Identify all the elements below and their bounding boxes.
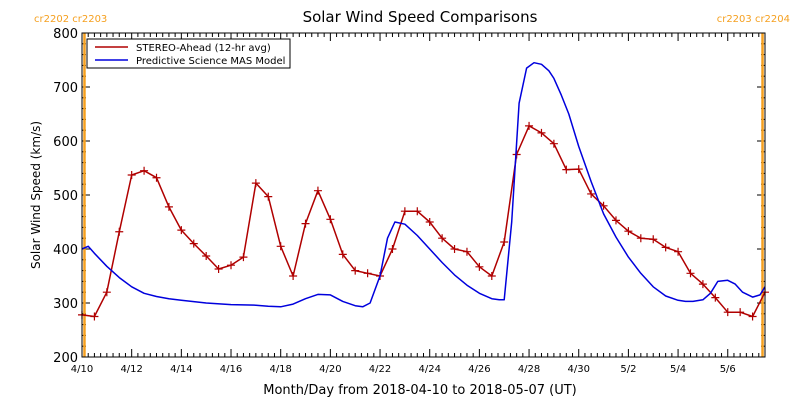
stereo-ahead-point	[251, 179, 260, 188]
stereo-ahead-point	[177, 226, 186, 235]
x-tick-label: 5/4	[670, 364, 686, 375]
carrington-right-label: cr2203 cr2204	[717, 14, 790, 25]
stereo-ahead-point	[264, 192, 273, 201]
stereo-ahead-point	[289, 272, 298, 280]
y-tick-label: 300	[53, 297, 78, 312]
plot-frame	[81, 32, 766, 358]
legend: STEREO-Ahead (12-hr avg) Predictive Scie…	[86, 38, 291, 69]
y-tick-label: 200	[53, 351, 78, 366]
carrington-left-label: cr2202 cr2203	[34, 14, 107, 25]
mas-model-line	[81, 61, 766, 308]
stereo-ahead-point	[400, 207, 409, 216]
stereo-ahead-point	[202, 252, 211, 261]
stereo-ahead-point	[611, 216, 620, 225]
stereo-ahead-point	[90, 312, 99, 321]
stereo-ahead-point	[674, 247, 683, 256]
stereo-ahead-point	[313, 186, 322, 195]
x-tick-label: 4/28	[518, 364, 540, 375]
stereo-ahead-point	[351, 266, 360, 275]
stereo-ahead-point	[301, 219, 310, 228]
stereo-ahead-line	[81, 125, 766, 318]
stereo-ahead-point	[587, 189, 596, 198]
x-tick-label: 4/22	[369, 364, 391, 375]
stereo-ahead-point	[152, 173, 161, 182]
stereo-ahead-point	[748, 312, 757, 321]
stereo-ahead-point	[711, 293, 720, 302]
stereo-ahead-point	[649, 235, 658, 244]
x-tick-label: 4/24	[418, 364, 440, 375]
x-tick-label: 4/16	[220, 364, 242, 375]
stereo-ahead-point	[686, 269, 695, 278]
stereo-ahead-point	[487, 272, 496, 280]
x-tick-label: 5/6	[720, 364, 736, 375]
x-tick-label: 4/26	[468, 364, 490, 375]
stereo-ahead-point	[425, 218, 434, 226]
y-axis-label: Solar Wind Speed (km/s)	[29, 121, 43, 269]
x-tick-label: 4/30	[567, 364, 589, 375]
stereo-ahead-point	[562, 165, 571, 174]
stereo-ahead-point	[363, 269, 372, 278]
legend-box	[86, 38, 291, 69]
stereo-ahead-point	[636, 234, 645, 243]
y-tick-label: 800	[53, 27, 78, 42]
stereo-ahead-point	[189, 239, 198, 248]
x-tick-label: 4/20	[319, 364, 341, 375]
stereo-ahead-point	[624, 227, 633, 236]
stereo-ahead-point	[450, 245, 459, 253]
stereo-ahead-point	[723, 308, 732, 317]
stereo-ahead-point	[475, 262, 484, 271]
x-tick-label: 4/18	[269, 364, 291, 375]
stereo-ahead-point	[736, 308, 745, 317]
stereo-ahead-point	[102, 288, 111, 297]
stereo-ahead-point	[127, 171, 136, 180]
stereo-ahead-point	[140, 166, 149, 175]
stereo-ahead-point	[462, 247, 471, 256]
stereo-ahead-point	[500, 237, 509, 246]
x-tick-label: 4/10	[71, 364, 93, 375]
stereo-ahead-point	[549, 139, 558, 148]
stereo-ahead-point	[214, 264, 223, 273]
y-tick-label: 600	[53, 135, 78, 150]
x-tick-label: 5/2	[620, 364, 636, 375]
stereo-ahead-point	[164, 202, 173, 211]
x-tick-label: 4/14	[170, 364, 192, 375]
x-tick-label: 4/12	[120, 364, 142, 375]
plot-area: 200 300 400 500 600 700 800 4/10 4/12 4/14 4/16 4/1…	[53, 27, 769, 375]
legend-label-mas: Predictive Science MAS Model	[136, 56, 285, 67]
stereo-ahead-point	[338, 250, 347, 259]
stereo-ahead-point	[276, 242, 285, 251]
stereo-ahead-point	[537, 128, 546, 137]
stereo-ahead-point	[574, 165, 583, 174]
stereo-ahead-point	[698, 280, 707, 289]
x-axis-label: Month/Day from 2018-04-10 to 2018-05-07 …	[263, 383, 576, 398]
stereo-ahead-point	[388, 245, 397, 253]
stereo-ahead-point	[239, 253, 248, 262]
stereo-ahead-point	[438, 234, 447, 243]
stereo-ahead-point	[326, 215, 335, 224]
stereo-ahead-point	[227, 261, 236, 270]
y-tick-label: 400	[53, 243, 78, 258]
stereo-ahead-point	[115, 227, 124, 236]
y-tick-label: 500	[53, 189, 78, 204]
chart-title: Solar Wind Speed Comparisons	[303, 8, 538, 26]
legend-label-stereo: STEREO-Ahead (12-hr avg)	[136, 43, 271, 54]
y-tick-label: 700	[53, 81, 78, 96]
stereo-ahead-point	[661, 243, 670, 252]
stereo-ahead-point	[413, 207, 422, 216]
stereo-ahead-point	[525, 121, 534, 130]
